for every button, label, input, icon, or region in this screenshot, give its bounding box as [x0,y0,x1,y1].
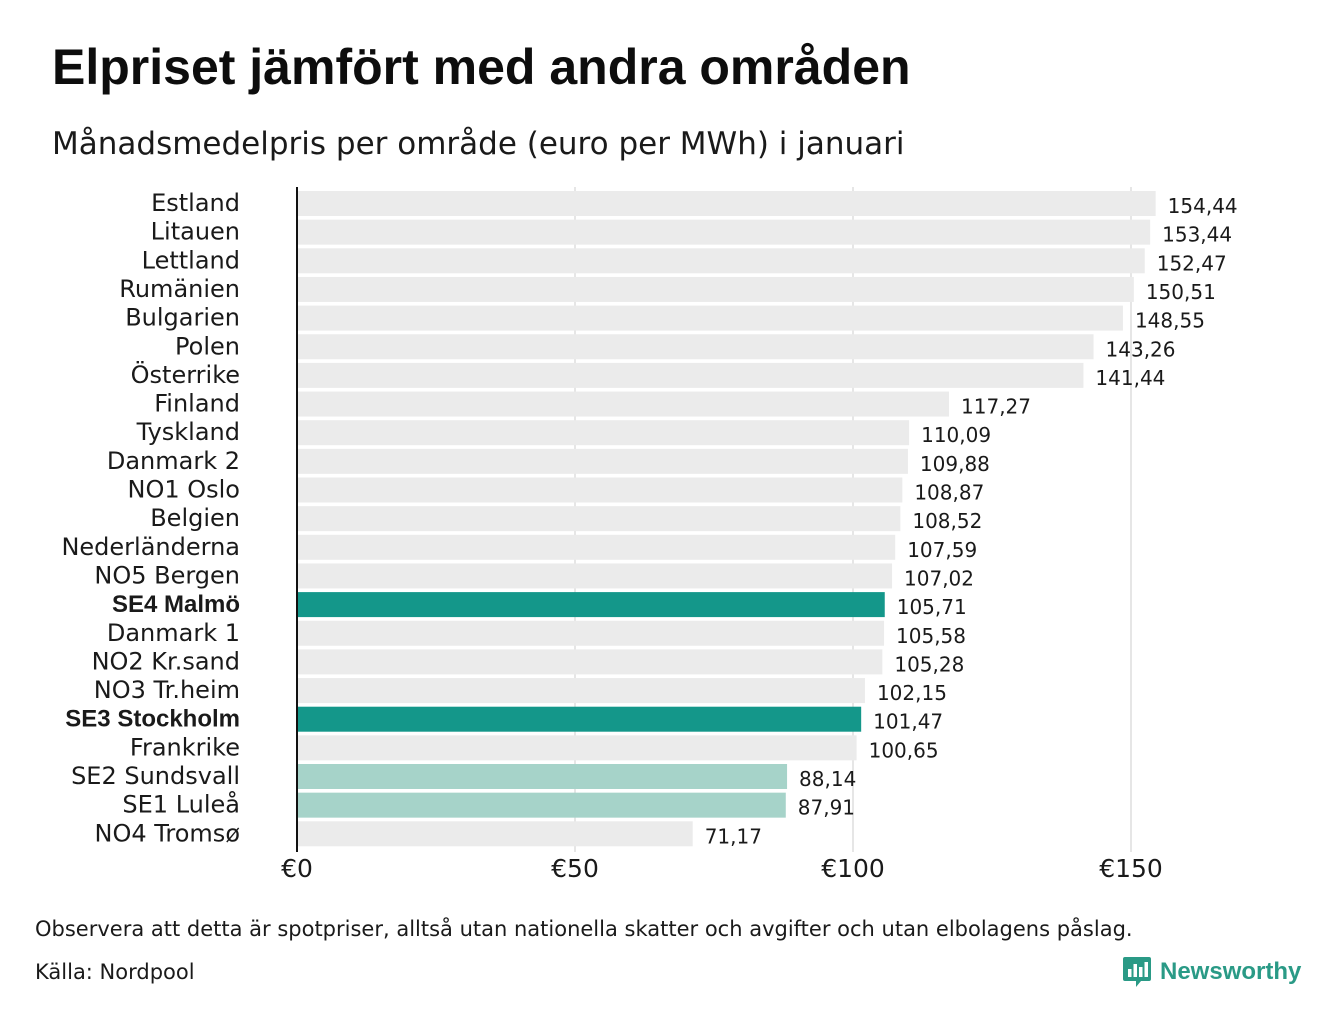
category-label: Polen [175,332,240,360]
value-label: 105,58 [896,624,966,648]
source-text: Källa: Nordpool [35,960,195,984]
value-label: 109,88 [920,452,990,476]
logo-text: Newsworthy [1160,958,1302,985]
bar [298,764,788,789]
value-label: 154,44 [1168,194,1238,218]
bar [298,678,865,704]
value-label: 152,47 [1157,251,1227,275]
category-label: Rumänien [119,275,240,303]
category-label: SE3 Stockholm [65,706,240,733]
value-label: 108,87 [914,481,984,505]
chart-subtitle: Månadsmedelpris per område (euro per MWh… [52,126,905,162]
category-label: Finland [154,390,240,418]
value-label: 88,14 [799,767,856,791]
category-label: SE1 Luleå [122,790,240,819]
bar [298,391,950,417]
category-label: Österrike [131,360,240,389]
bar [298,219,1151,245]
bar [298,477,903,503]
bar [298,420,910,446]
value-label: 148,55 [1135,309,1205,333]
category-label: Bulgarien [125,304,240,332]
value-label: 105,28 [894,652,964,676]
x-tick-label: €100 [821,854,885,883]
value-label: 105,71 [897,595,967,619]
category-label: NO4 Tromsø [95,819,240,847]
category-label: Danmark 2 [107,447,240,475]
value-label: 141,44 [1095,366,1165,390]
category-label: Litauen [151,218,240,246]
x-tick-label: €0 [281,854,313,883]
bar [298,792,786,818]
value-label: 101,47 [873,710,943,734]
bar [298,649,883,675]
bar [298,191,1156,216]
value-label: 150,51 [1146,280,1216,304]
bar [298,362,1084,388]
value-label: 117,27 [961,395,1031,419]
category-label: Estland [151,189,240,217]
value-label: 87,91 [798,796,855,820]
category-label: SE2 Sundsvall [71,762,240,790]
category-label: NO3 Tr.heim [94,676,240,704]
category-label: SE4 Malmö [112,591,240,618]
x-tick-label: €150 [1099,854,1163,883]
category-label: Nederländerna [61,533,240,561]
value-label: 102,15 [877,681,947,705]
category-label: Frankrike [130,733,240,761]
category-label: Lettland [142,246,240,274]
bar [298,305,1123,331]
newsworthy-logo: Newsworthy [1122,955,1301,989]
footnote: Observera att detta är spotpriser, allts… [35,917,1133,941]
bar [298,506,901,532]
bar-chart-speech-bubble-icon [1123,957,1151,987]
bar [298,563,893,589]
category-label: NO5 Bergen [94,561,240,589]
x-tick-label: €50 [551,854,599,883]
bar [298,592,885,618]
bar [298,821,693,847]
value-label: 107,02 [904,566,974,590]
category-label: Tyskland [136,418,240,446]
value-label: 100,65 [869,738,939,762]
category-label: Danmark 1 [107,619,240,647]
value-label: 143,26 [1106,337,1176,361]
category-label: NO2 Kr.sand [92,647,240,675]
bar [298,448,908,474]
value-label: 153,44 [1162,223,1232,247]
value-label: 71,17 [705,824,762,848]
bar [298,534,896,560]
bar [298,620,885,646]
bar [298,248,1145,274]
bar [298,706,862,732]
value-label: 108,52 [912,509,982,533]
bar [298,735,857,761]
category-label: NO1 Oslo [128,476,241,504]
bar [298,276,1134,302]
bar [298,334,1094,360]
value-label: 110,09 [921,423,991,447]
value-label: 107,59 [907,538,977,562]
chart-title: Elpriset jämfört med andra områden [52,39,911,95]
category-label: Belgien [150,504,240,532]
